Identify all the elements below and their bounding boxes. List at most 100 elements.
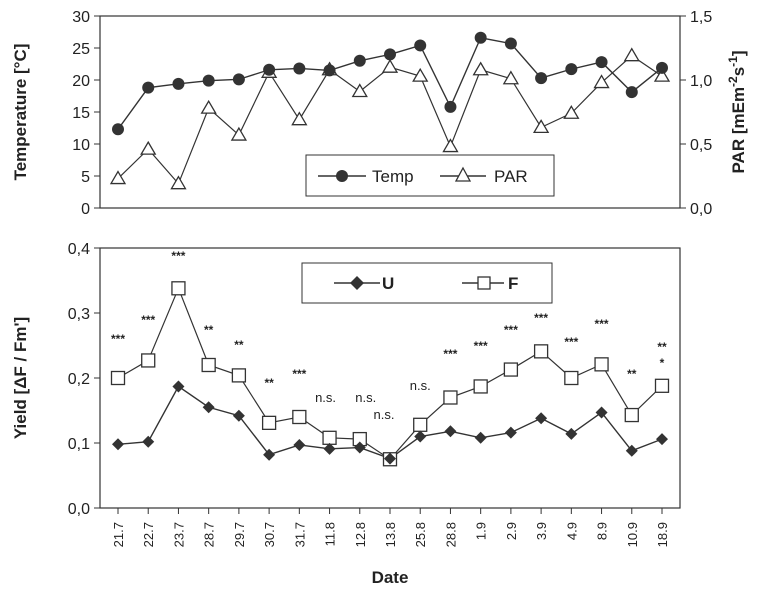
x-tick-label: 8.9 [595,522,610,540]
par-label-sup2: -1 [726,56,740,67]
temp-point [474,31,487,44]
bottom-legend: U F [301,262,553,304]
temp-point [112,123,124,136]
f-point [413,417,428,432]
legend-temp-label: Temp [372,167,414,186]
legend-f-label: F [508,274,518,293]
significance-label: ** [264,376,274,390]
par-point [472,61,489,76]
x-tick-label: 28.7 [202,522,217,547]
temp-point [625,86,638,99]
temp-point [232,73,245,86]
bottom-left-tick-label: 0,3 [68,306,90,323]
u-point [504,426,517,439]
x-tick-label: 25.8 [413,522,428,547]
par-point [200,99,217,114]
par-point [532,119,550,134]
u-point [323,442,336,455]
top-left-tick-label: 10 [72,137,90,154]
x-tick-label: 18.9 [655,522,670,547]
significance-label: n.s. [374,407,395,422]
x-tick-label: 22.7 [141,522,156,547]
significance-label: n.s. [315,390,336,405]
par-point [563,104,580,119]
x-tick-label: 30.7 [262,522,277,547]
top-left-tick-label: 15 [72,105,90,122]
temp-point [504,37,517,50]
temp-point [535,72,548,85]
u-point [353,441,366,454]
top-right-tick-label: 0,5 [690,137,712,154]
top-axis-ticks: 0 5 10 15 20 25 30 0,0 0,5 1,0 1,5 [72,9,712,218]
bottom-left-tick-label: 0,0 [68,501,90,518]
significance-label: ** [627,367,637,381]
par-label-sup1: -2 [726,76,740,87]
par-point [291,111,308,126]
par-point [502,70,520,85]
bottom-axis-ticks: 0,0 0,1 0,2 0,3 0,4 21.7 22.7 23.7 28.7 29.7 30.7 3… [68,241,670,547]
significance-label: *** [171,249,185,263]
f-point [292,409,307,425]
significance-label: *** [564,335,578,349]
top-left-tick-label: 5 [81,169,90,186]
par-point [412,67,429,82]
temp-point [565,63,578,76]
x-tick-label: 21.7 [111,522,126,547]
temp-point [263,63,276,76]
top-right-tick-label: 1,5 [690,9,712,26]
par-label-mid: s [729,67,748,76]
par-point [140,140,157,155]
par-point [381,58,399,73]
f-point [171,281,186,296]
legend-f-marker [477,276,491,290]
x-tick-label: 12.8 [353,522,368,547]
x-tick-label: 23.7 [171,522,186,547]
bottom-left-axis-label: Yield [ΔF / Fm'] [11,317,30,439]
significance-label: *** [595,317,609,331]
temp-point [353,54,366,67]
significance-label: *** [474,339,488,353]
f-point [201,357,216,373]
significance-label: *** [443,347,457,361]
significance-label: *** [141,313,155,327]
u-point [595,406,608,419]
legend-par-label: PAR [494,167,528,186]
x-tick-label: 11.8 [323,522,338,546]
f-point [594,357,609,372]
par-point [351,83,368,98]
par-point [623,47,640,62]
top-left-tick-label: 20 [72,73,90,90]
top-right-tick-label: 1,0 [690,73,712,90]
par-point [109,170,127,185]
u-point [112,438,124,451]
u-point [263,448,276,461]
significance-label: *** [534,311,548,325]
top-left-axis-label: Temperature [°C] [11,44,30,181]
f-point [110,370,126,386]
top-right-axis-label: PAR [mEm-2s-1] [726,50,748,173]
par-point [170,175,187,190]
par-point [230,126,248,141]
x-tick-label: 29.7 [232,522,247,547]
legend-temp-marker [336,170,348,182]
bottom-left-tick-label: 0,4 [68,241,90,258]
par-point [593,74,610,89]
par-label-prefix: PAR [mEm [729,87,748,174]
top-left-tick-label: 30 [72,9,90,26]
f-point [654,378,670,393]
temp-point [172,77,185,90]
significance-label: *** [292,367,306,381]
x-tick-label: 28.8 [443,522,458,547]
top-left-tick-label: 25 [72,41,90,58]
significance-label: *** [504,323,518,337]
temp-point [293,62,306,75]
x-tick-label: 13.8 [383,522,398,547]
u-point [565,427,578,440]
u-point [172,380,185,393]
f-point [564,370,579,386]
u-point [232,409,245,422]
top-right-tick-label: 0,0 [690,201,712,218]
u-point [293,438,306,451]
temp-point [202,74,215,87]
